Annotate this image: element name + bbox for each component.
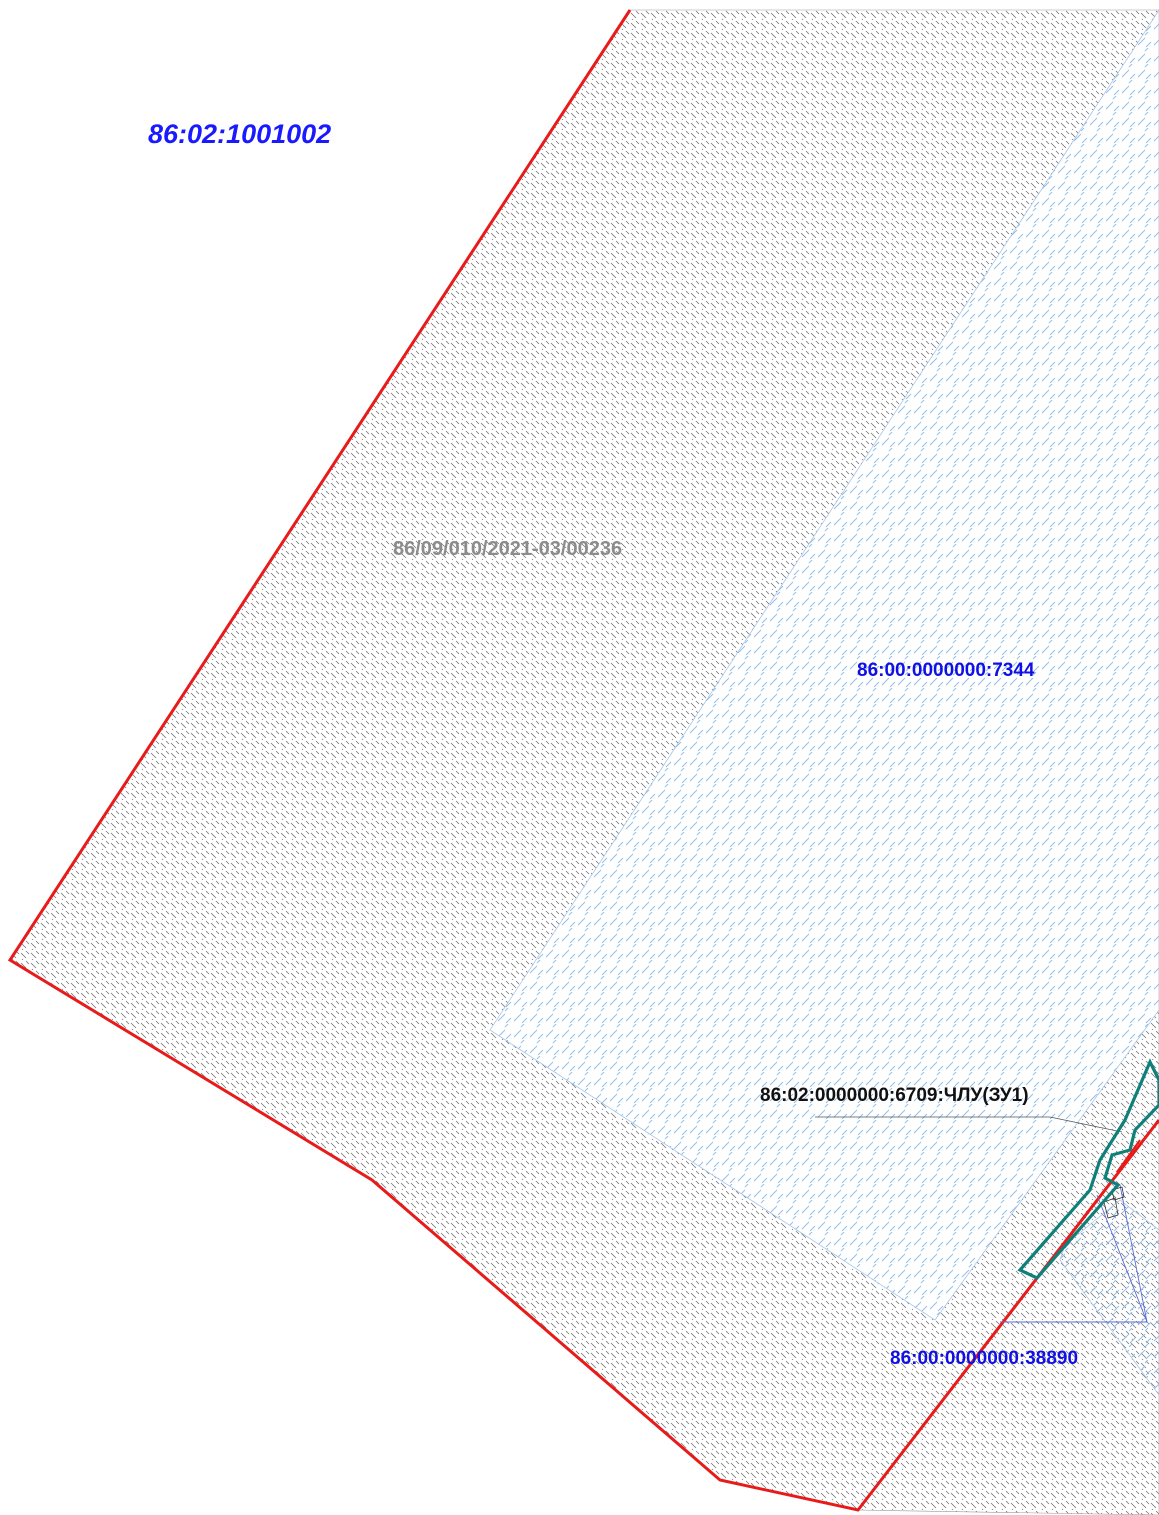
boundary-segment [1116,1139,1141,1173]
parcel-7344-hatch [489,9,1159,1321]
parcel-38890-label: 86:00:0000000:38890 [890,1348,1078,1369]
parcel-6709-label: 86:02:0000000:6709:ЧЛУ(ЗУ1) [760,1085,1029,1106]
quarter-label: 86:02:1001002 [148,119,331,149]
zone-register-label: 86/09/010/2021-03/00236 [393,538,622,560]
new-parcel-zu1-outline [1017,1058,1159,1280]
blue-construction-lines [1000,1184,1148,1323]
parcel-7344-label: 86:00:0000000:7344 [857,660,1035,681]
detail-marks [1103,1186,1125,1219]
parcel-38890-area [1059,1199,1159,1396]
quarter-boundary [7,9,1159,1512]
leader-line-6709-diag [1049,1116,1123,1133]
